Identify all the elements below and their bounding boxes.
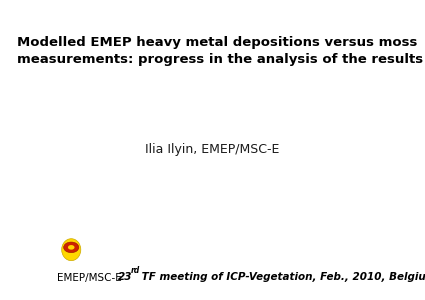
Text: 23: 23 — [118, 272, 133, 283]
Circle shape — [64, 242, 79, 253]
Ellipse shape — [62, 239, 81, 261]
Text: EMEP/MSC-E: EMEP/MSC-E — [57, 272, 122, 283]
Text: rd: rd — [131, 266, 140, 275]
Text: Modelled EMEP heavy metal depositions versus moss
measurements: progress in the : Modelled EMEP heavy metal depositions ve… — [17, 36, 423, 66]
Text: TF meeting of ICP-Vegetation, Feb., 2010, Belgium: TF meeting of ICP-Vegetation, Feb., 2010… — [138, 272, 425, 283]
Circle shape — [68, 245, 74, 250]
Text: Ilia Ilyin, EMEP/MSC-E: Ilia Ilyin, EMEP/MSC-E — [145, 143, 280, 157]
